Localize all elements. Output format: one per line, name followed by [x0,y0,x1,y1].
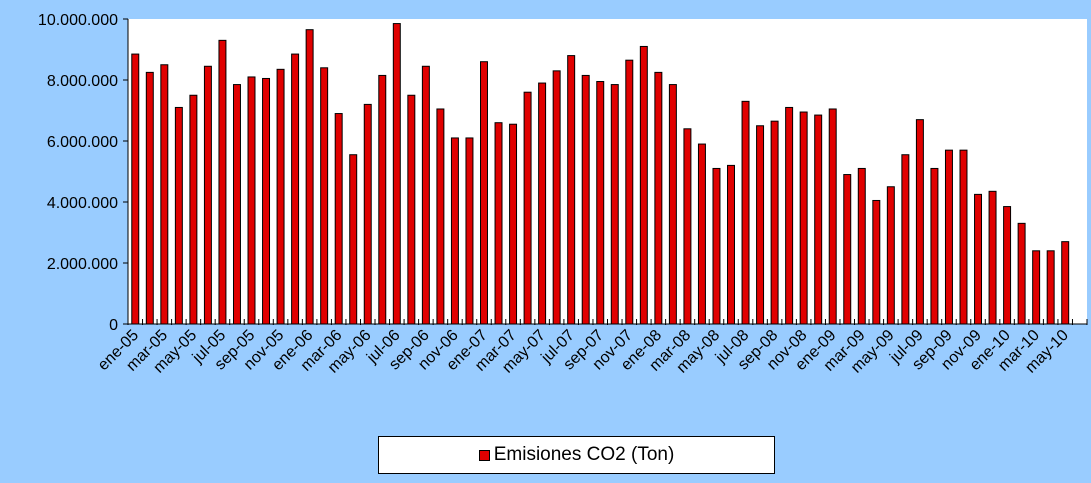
legend: Emisiones CO2 (Ton) [378,436,775,474]
bar-abr-09 [872,199,881,325]
bar-jul-08 [741,100,750,325]
bar-ene-09 [828,108,837,325]
bar-ene-06 [305,29,314,325]
bar-ago-06 [407,94,416,325]
bar-nov-05 [276,68,285,325]
bar-nov-07 [625,59,634,325]
bar-sep-05 [247,76,256,325]
bar-jun-06 [378,74,387,325]
bar-oct-09 [959,149,968,325]
bar-oct-06 [436,108,445,325]
legend-label: Emisiones CO2 (Ton) [493,444,675,465]
bar-dic-05 [291,53,300,325]
bar-nov-09 [974,193,983,325]
bar-oct-07 [610,84,619,325]
bar-nov-08 [799,111,808,325]
bar-mar-08 [683,128,692,325]
bar-dic-06 [465,137,474,325]
bar-ago-07 [581,74,590,325]
bar-ene-07 [480,61,488,325]
bar-feb-06 [320,67,329,325]
bar-dic-07 [639,45,648,325]
bar-sep-09 [944,149,953,325]
y-ticks-layer: 0 2.000.000 4.000.000 6.000.000 8.000.000 10.… [38,12,128,334]
bar-may-09 [886,186,895,325]
y-tick-label: 8.000.000 [47,73,118,90]
bar-abr-05 [174,106,183,325]
plot-area [128,19,1087,324]
bar-jul-06 [392,23,401,325]
bar-abr-06 [349,154,358,325]
bar-jul-07 [567,55,576,325]
bar-feb-09 [843,174,852,325]
bar-mar-09 [857,167,866,325]
bar-jul-05 [218,39,227,325]
bar-jun-05 [203,65,212,325]
legend-swatch [478,449,490,461]
bar-may-06 [363,103,372,325]
bar-ene-08 [654,71,663,325]
bar-jun-09 [901,154,910,325]
bar-nov-06 [450,137,459,325]
bar-abr-10 [1046,250,1055,325]
bar-mar-06 [334,113,343,325]
bar-mar-07 [509,123,518,325]
y-tick-label: 4.000.000 [47,195,118,212]
bars-layer [131,23,1070,325]
bar-may-10 [1061,241,1070,325]
bar-jun-07 [552,70,561,325]
bar-feb-10 [1017,222,1026,325]
bar-oct-08 [785,106,794,325]
bar-feb-08 [668,84,677,325]
x-ticks-layer: ene-05mar-05may-05jul-05sep-05nov-05ene-… [95,319,1088,377]
bar-dic-08 [814,114,823,325]
bar-ene-10 [1003,206,1012,325]
bar-ago-09 [930,167,939,325]
bar-abr-07 [523,91,532,325]
y-tick-label: 6.000.000 [47,134,118,151]
bar-may-08 [712,167,721,325]
bar-feb-07 [494,122,503,325]
bar-dic-09 [988,190,997,325]
bar-sep-06 [421,65,430,325]
y-tick-label: 0 [109,317,118,334]
y-tick-label: 10.000.000 [38,12,118,29]
bar-ene-05 [131,53,140,325]
bar-jul-09 [915,119,924,325]
bar-abr-08 [697,143,706,325]
bar-sep-08 [770,120,779,325]
bar-ago-05 [232,84,241,325]
y-tick-label: 2.000.000 [47,256,118,273]
bar-oct-05 [262,77,271,325]
bar-may-07 [538,82,547,325]
bar-feb-05 [145,71,154,325]
bar-mar-10 [1032,250,1041,325]
bar-jun-08 [727,164,735,325]
bar-ago-08 [756,125,765,325]
bar-sep-07 [596,81,605,325]
bar-may-05 [189,94,198,325]
bar-mar-05 [160,64,169,325]
